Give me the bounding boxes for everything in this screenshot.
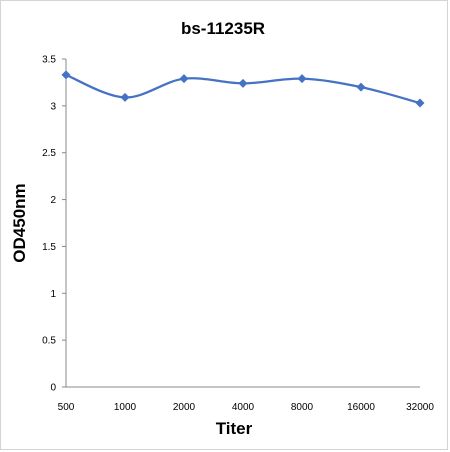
- y-tick-label: 1: [50, 289, 56, 300]
- data-point-marker: [179, 74, 189, 84]
- y-tick-label: 0: [50, 383, 56, 394]
- x-tick-label: 1000: [114, 402, 137, 413]
- x-tick-label: 500: [58, 402, 75, 413]
- data-point-marker: [356, 82, 366, 92]
- data-point-marker: [297, 74, 307, 84]
- x-tick-labels: 500 1000 2000 4000 8000 16000 32000: [58, 402, 435, 413]
- chart-title: bs-11235R: [181, 19, 265, 38]
- y-axis-title: OD450nm: [10, 183, 29, 262]
- x-tick-label: 4000: [232, 402, 255, 413]
- data-point-marker: [238, 78, 248, 88]
- series-1: [61, 70, 425, 108]
- y-tick-label: 2.5: [42, 148, 56, 159]
- x-tick-label: 2000: [173, 402, 196, 413]
- y-tick-label: 3.5: [42, 55, 56, 66]
- x-tick-label: 16000: [347, 402, 375, 413]
- data-point-marker: [120, 92, 130, 102]
- y-tick-labels: 0 0.5 1 1.5 2 2.5 3 3.5: [42, 55, 66, 394]
- x-tick-label: 32000: [406, 402, 434, 413]
- data-point-marker: [61, 70, 71, 80]
- x-axis-title: Titer: [216, 419, 253, 438]
- data-point-marker: [415, 98, 425, 108]
- y-tick-label: 0.5: [42, 336, 56, 347]
- x-tick-label: 8000: [291, 402, 314, 413]
- y-tick-label: 3: [50, 101, 56, 112]
- y-tick-label: 1.5: [42, 242, 56, 253]
- y-tick-label: 2: [50, 195, 56, 206]
